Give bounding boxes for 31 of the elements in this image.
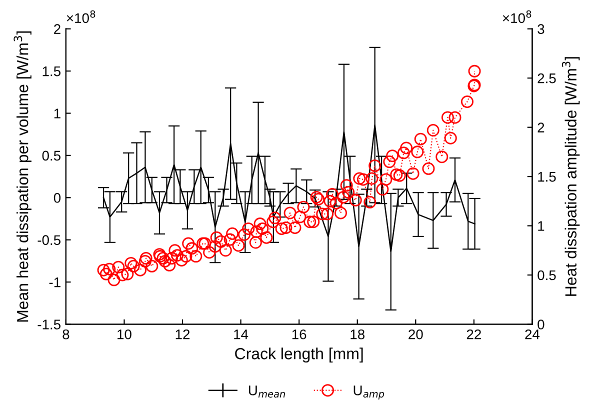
y-tick-label: -0.5: [38, 235, 60, 246]
x-axis-title: Crack length [mm]: [235, 348, 363, 362]
y-tick-label: 0: [54, 192, 61, 203]
x-tick-label: 14: [234, 330, 248, 340]
y-tick-label: 1: [54, 108, 60, 118]
y-tick-label: 1.5: [42, 66, 60, 76]
y2-tick-label: 3: [538, 24, 544, 34]
y2-tick-label: 0.5: [538, 270, 556, 280]
y2-tick-label: 0: [538, 320, 544, 330]
legend-label: U$_{mean}$: [248, 386, 285, 398]
y-tick-label: 0.5: [42, 150, 60, 161]
x-tick-label: 8: [62, 329, 70, 340]
y2-tick-label: 2.5: [538, 73, 556, 84]
y2-tick-label: 2: [538, 122, 544, 132]
x-tick-label: 24: [525, 329, 540, 340]
x-tick-label: 20: [408, 329, 423, 340]
y2-tick-label: 1.5: [538, 172, 556, 182]
y-tick-label: -1: [49, 278, 60, 288]
y2-axis-title: Heat dissipation amplitude [W/m$^{3}$]: [562, 57, 580, 296]
x-tick-label: 10: [118, 329, 132, 340]
x-tick-label: 22: [466, 329, 481, 340]
x-tick-label: 16: [292, 329, 306, 340]
y-axis-title: Mean heat dissipation per volume [W/m$^{3}$]: [14, 31, 32, 322]
y2-tick-label: 1: [538, 221, 544, 231]
y-tick-label: 2: [54, 24, 60, 34]
x-tick-label: 18: [350, 329, 364, 340]
legend-label: U$_{amp}$: [354, 386, 384, 400]
y-tick-label: -1.5: [38, 320, 60, 330]
text: ×10$^{8}$: [66, 10, 96, 24]
text: ×10$^{8}$: [502, 10, 532, 24]
x-tick-label: 12: [176, 329, 190, 340]
